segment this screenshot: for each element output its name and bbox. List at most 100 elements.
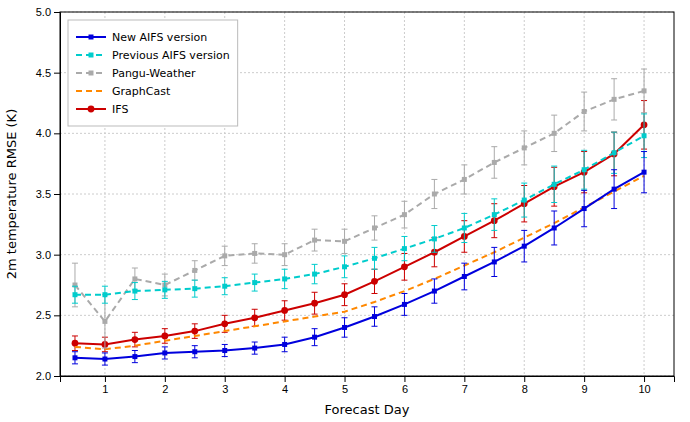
error-bar: [491, 147, 497, 179]
grid-line: [60, 254, 674, 255]
error-bar: [401, 293, 407, 315]
tick: 3.5: [36, 188, 60, 200]
error-bar: [222, 246, 228, 265]
axis-line: [54, 13, 61, 377]
error-bar: [342, 229, 348, 253]
point: [102, 319, 107, 324]
tick-label: 1: [102, 383, 108, 395]
tick-label: 4.0: [36, 127, 51, 139]
tick-mark: [404, 376, 405, 382]
error-bar: [491, 199, 497, 231]
error-bar: [551, 211, 557, 245]
point: [402, 302, 407, 307]
error-bar: [461, 213, 467, 242]
point: [402, 246, 407, 251]
point: [522, 244, 527, 249]
legend-item: IFS: [76, 103, 128, 116]
legend-item: Pangu-Weather: [76, 67, 196, 80]
error-bar: [312, 329, 318, 346]
point: [372, 314, 377, 319]
error-bar: [521, 183, 527, 217]
point: [312, 238, 317, 243]
legend-marker: [89, 71, 94, 76]
y-axis: 2.02.53.03.54.04.55.0: [36, 6, 61, 382]
tick: 6: [402, 376, 408, 395]
point: [612, 150, 617, 155]
legend-marker: [89, 35, 94, 40]
legend-label: New AIFS version: [112, 31, 207, 44]
point: [72, 340, 79, 347]
plot-frame: [60, 12, 674, 376]
error-bar: [431, 179, 437, 208]
error-bar: [132, 351, 138, 363]
point: [462, 274, 467, 279]
point: [132, 289, 137, 294]
point: [162, 287, 167, 292]
point: [342, 325, 347, 330]
point: [312, 272, 317, 277]
grid: [60, 12, 674, 376]
tick-mark: [285, 376, 286, 382]
point: [552, 131, 557, 136]
error-bar: [581, 92, 587, 131]
tick-mark: [345, 376, 346, 382]
grid-line: [60, 194, 674, 195]
tick-mark: [644, 376, 645, 382]
error-bar: [312, 292, 318, 314]
tick-label: 2.5: [36, 309, 51, 321]
point: [192, 268, 197, 273]
error-bar: [342, 284, 348, 306]
point: [492, 212, 497, 217]
point: [312, 335, 317, 340]
error-bar: [641, 69, 647, 113]
legend-marker: [88, 106, 95, 113]
error-bar: [401, 236, 407, 260]
point: [342, 239, 347, 244]
point: [612, 187, 617, 192]
tick-label: 2: [162, 383, 168, 395]
point: [162, 350, 167, 355]
error-bar: [282, 244, 288, 266]
error-bar: [282, 269, 288, 288]
error-bar: [551, 115, 557, 151]
point: [582, 206, 587, 211]
point: [642, 88, 647, 93]
point: [252, 280, 257, 285]
series: [72, 152, 647, 366]
point: [642, 133, 647, 138]
error-bar: [132, 283, 138, 300]
point: [131, 336, 138, 343]
legend-item: New AIFS version: [76, 31, 207, 44]
tick: 7: [462, 376, 468, 395]
error-bar: [371, 216, 377, 240]
tick: 3: [222, 376, 228, 395]
point: [642, 170, 647, 175]
tick-label: 7: [462, 383, 468, 395]
tick-label: 8: [522, 383, 528, 395]
tick-mark: [54, 133, 60, 134]
tick: 3.0: [36, 249, 60, 261]
error-bar: [521, 131, 527, 165]
tick-label: 5: [342, 383, 348, 395]
point: [462, 177, 467, 182]
point: [342, 264, 347, 269]
tick-mark: [464, 376, 465, 382]
error-bar: [72, 352, 78, 364]
error-bar: [342, 256, 348, 278]
line: [75, 172, 644, 359]
tick: 4.0: [36, 127, 60, 139]
tick: 4: [282, 376, 288, 395]
error-bar: [461, 263, 467, 290]
tick-label: 10: [638, 383, 650, 395]
point: [191, 328, 198, 335]
point: [252, 346, 257, 351]
error-bar: [102, 353, 108, 365]
tick-mark: [54, 12, 60, 13]
point: [522, 198, 527, 203]
point: [282, 342, 287, 347]
tick: 1: [102, 376, 108, 395]
error-bar: [491, 247, 497, 276]
point: [221, 320, 228, 327]
error-bar: [431, 279, 437, 303]
point: [552, 225, 557, 230]
